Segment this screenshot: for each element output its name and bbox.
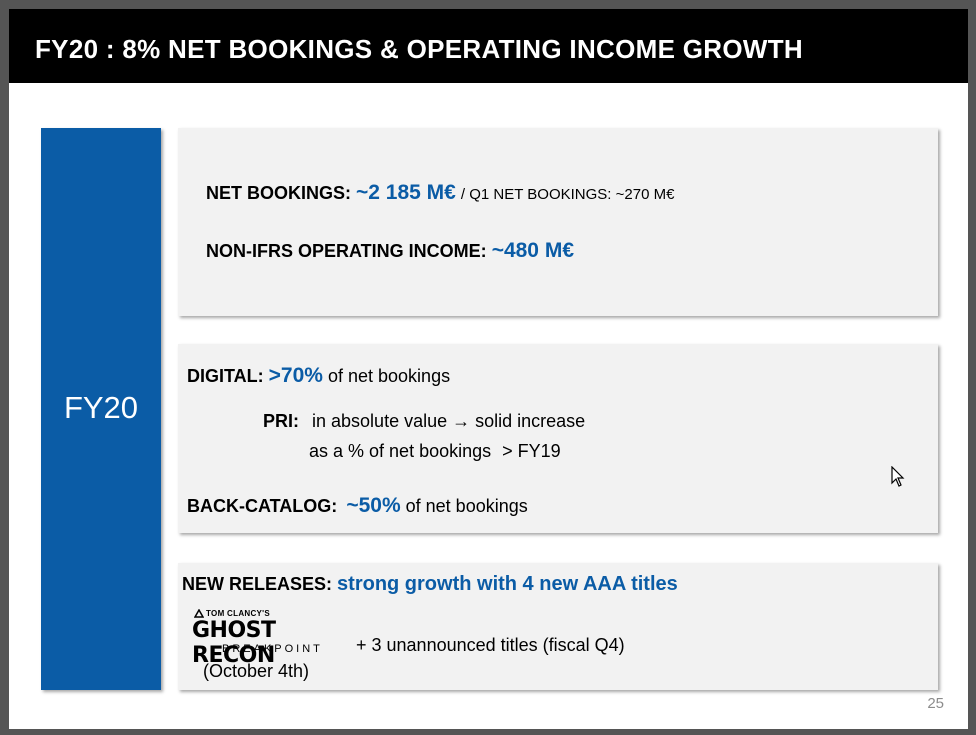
back-catalog-label: BACK-CATALOG: xyxy=(187,496,338,516)
operating-income-label: NON-IFRS OPERATING INCOME: xyxy=(206,241,487,261)
pri-line2: as a % of net bookings > FY19 xyxy=(309,441,561,462)
sidebar-label: FY20 xyxy=(63,390,139,425)
slide-title: FY20 : 8% NET BOOKINGS & OPERATING INCOM… xyxy=(35,34,803,64)
q1-net-bookings: / Q1 NET BOOKINGS: ~270 M€ xyxy=(460,186,675,203)
title-bar: FY20 : 8% NET BOOKINGS & OPERATING INCOM… xyxy=(9,9,968,83)
back-catalog-value: ~50% xyxy=(346,494,401,517)
digital-line: DIGITAL: >70% of net bookings xyxy=(187,364,450,388)
new-releases-value: strong growth with 4 new AAA titles xyxy=(337,573,678,595)
back-catalog-line: BACK-CATALOG: ~50% of net bookings xyxy=(187,494,528,518)
pri-line2-b: > FY19 xyxy=(502,441,561,461)
logo-main-text: GHOST RECON xyxy=(192,618,276,668)
unannounced-titles: + 3 unannounced titles (fiscal Q4) xyxy=(356,635,625,655)
new-releases-box: NEW RELEASES: strong growth with 4 new A… xyxy=(178,563,938,690)
back-catalog-suffix: of net bookings xyxy=(405,496,528,516)
pri-line: PRI: in absolute value → solid increase xyxy=(263,411,585,432)
pri-label: PRI: xyxy=(263,411,299,431)
logo-sub-text: BREAKPOINT xyxy=(222,643,323,655)
digital-suffix: of net bookings xyxy=(327,366,451,386)
operating-income-value: ~480 M€ xyxy=(491,239,574,262)
pri-line1: in absolute value → solid increase xyxy=(312,411,586,431)
net-bookings-label: NET BOOKINGS: xyxy=(206,183,352,203)
logo-small-text: TOM CLANCY'S xyxy=(206,609,271,618)
digital-label: DIGITAL: xyxy=(187,366,264,386)
operating-income-line: NON-IFRS OPERATING INCOME: ~480 M€ xyxy=(206,239,574,263)
mouse-pointer-icon xyxy=(891,466,905,487)
page-number: 25 xyxy=(927,695,944,712)
new-releases-line: NEW RELEASES: strong growth with 4 new A… xyxy=(182,573,678,596)
fy20-sidebar: FY20 xyxy=(41,128,161,690)
digital-box: DIGITAL: >70% of net bookings PRI: in ab… xyxy=(178,344,938,533)
financials-box: NET BOOKINGS: ~2 185 M€ / Q1 NET BOOKING… xyxy=(178,128,938,316)
pri-line2-a: as a % of net bookings xyxy=(309,441,492,461)
slide: FY20 : 8% NET BOOKINGS & OPERATING INCOM… xyxy=(9,9,968,729)
new-releases-label: NEW RELEASES: xyxy=(182,574,333,594)
tom-clancys-icon xyxy=(194,609,204,618)
release-date: (October 4th) xyxy=(203,661,310,681)
ghost-recon-breakpoint-logo: TOM CLANCY'S GHOST RECON BREAKPOINT xyxy=(192,609,352,668)
digital-value: >70% xyxy=(268,364,323,387)
net-bookings-line: NET BOOKINGS: ~2 185 M€ / Q1 NET BOOKING… xyxy=(206,181,674,205)
net-bookings-value: ~2 185 M€ xyxy=(356,181,456,204)
